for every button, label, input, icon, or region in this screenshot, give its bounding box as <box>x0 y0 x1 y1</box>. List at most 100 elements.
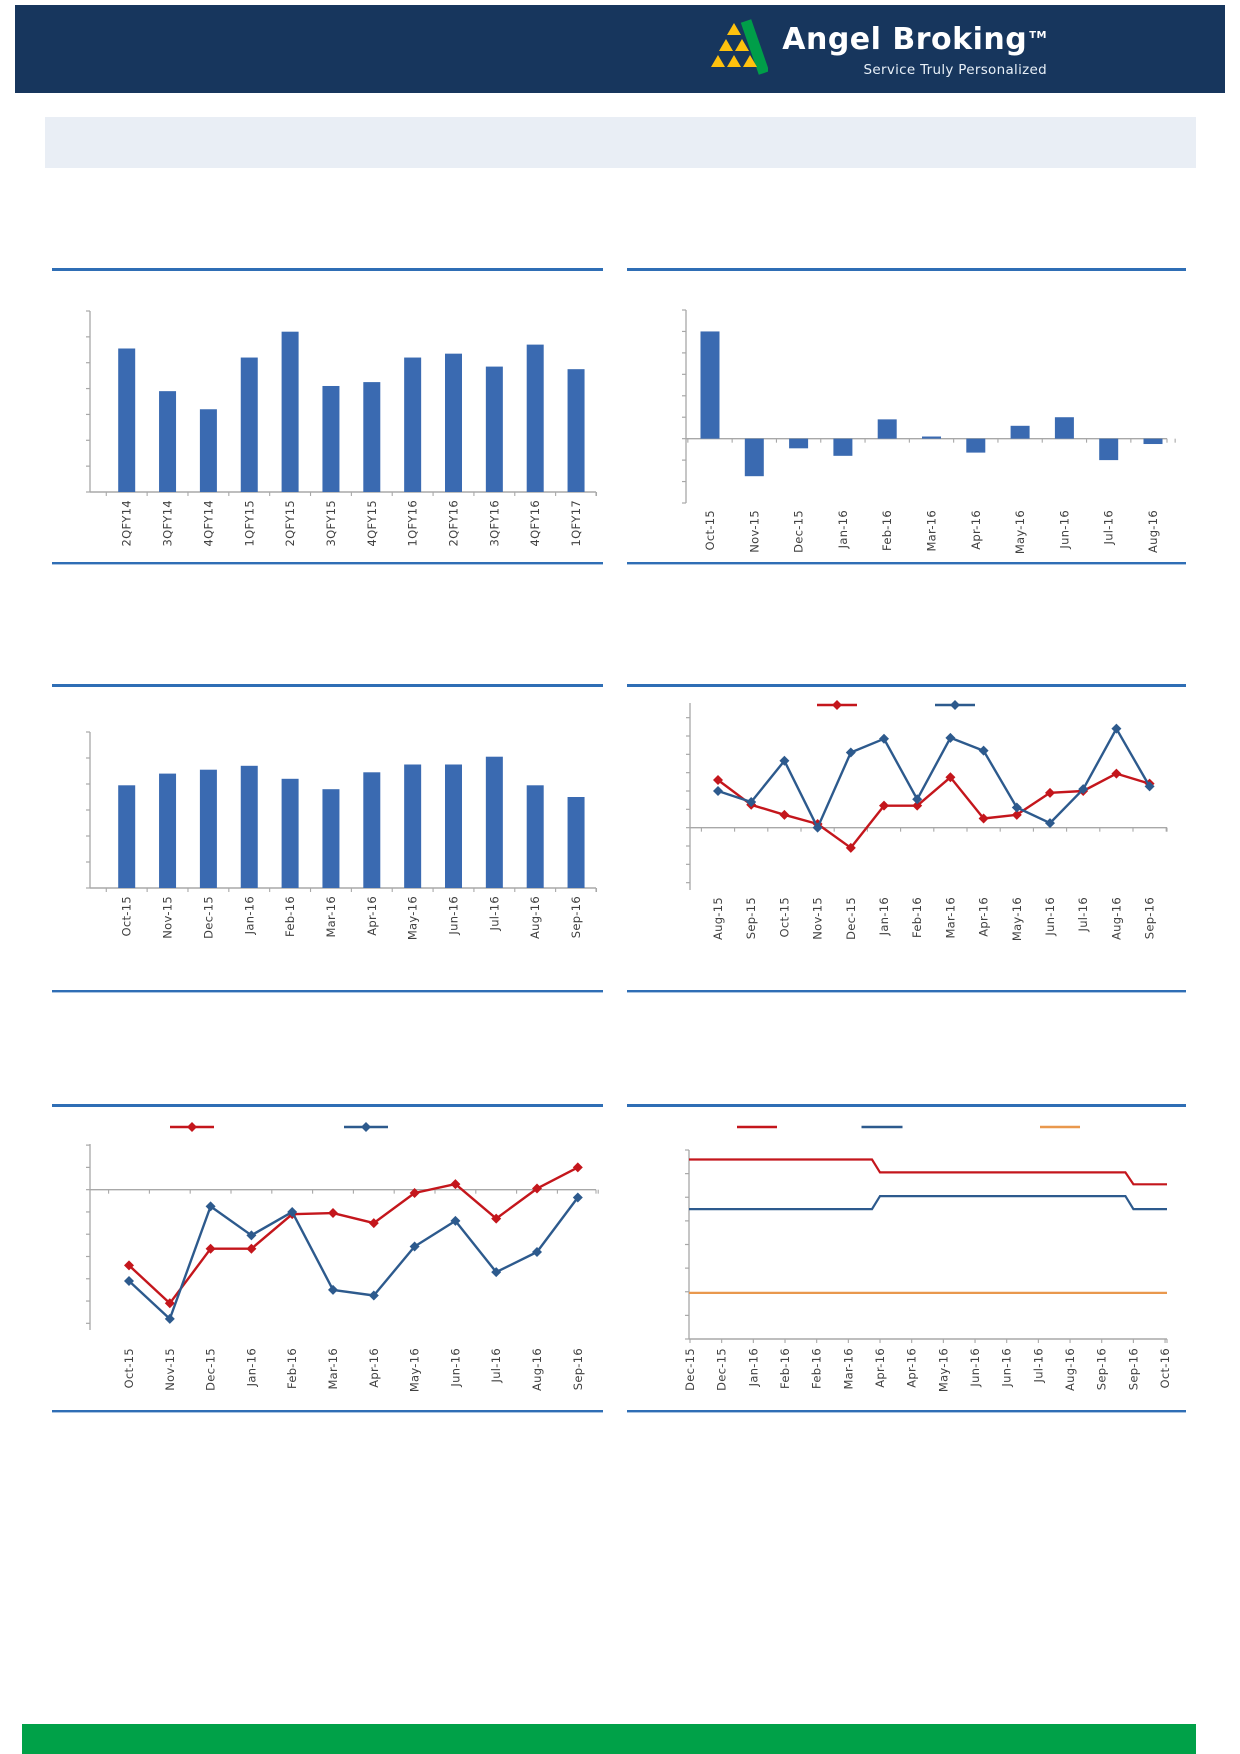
exhibit-title-rule <box>627 268 1186 271</box>
marker-series-blue-Oct-15 <box>779 755 790 766</box>
x-label-May-16: May-16 <box>1013 510 1027 554</box>
marker-series-blue-Jun-16 <box>450 1215 461 1226</box>
marker-series-blue-Jan-16 <box>246 1230 257 1241</box>
marker-series-blue-Jul-16 <box>1078 784 1089 795</box>
x-label-Jun-16: Jun-16 <box>1043 897 1057 937</box>
x-label-Apr-16: Apr-16 <box>905 1348 919 1388</box>
marker-series-red-Jun-16 <box>1045 787 1055 798</box>
x-label-Sep-16: Sep-16 <box>571 1348 585 1390</box>
x-label-Nov-15: Nov-15 <box>811 897 825 940</box>
x-label-Jan-16: Jan-16 <box>746 1348 760 1387</box>
x-label-Jan-16: Jan-16 <box>242 896 256 935</box>
x-label-Jun-16: Jun-16 <box>968 1348 982 1388</box>
marker-series-red-Jan-16 <box>879 800 889 811</box>
marker-series-blue-Aug-16 <box>532 1247 542 1258</box>
bar-Mar-16 <box>322 789 340 888</box>
exhibit-title-rule <box>52 1104 603 1107</box>
x-label-Aug-16: Aug-16 <box>528 896 542 939</box>
x-label-Feb-16: Feb-16 <box>285 1348 299 1389</box>
marker-series-blue-Aug-16 <box>1111 723 1122 734</box>
marker-series-blue-May-16 <box>409 1241 420 1252</box>
marker-series-red-Apr-16 <box>368 1218 379 1229</box>
bar-Oct-15 <box>700 331 720 439</box>
x-label-1QFY15: 1QFY15 <box>242 500 256 546</box>
x-label-Oct-15: Oct-15 <box>703 510 717 550</box>
x-label-Oct-15: Oct-15 <box>122 1348 136 1388</box>
bar-2QFY14 <box>118 348 136 492</box>
x-label-Feb-16: Feb-16 <box>778 1348 792 1389</box>
bar-Dec-15 <box>199 769 217 888</box>
bar-Nov-15 <box>744 438 764 477</box>
marker-series-red-Jun-16 <box>450 1179 461 1190</box>
bar-1QFY16 <box>404 357 422 492</box>
legend-marker-series-blue <box>361 1122 371 1132</box>
marker-series-blue-Aug-15 <box>713 786 723 796</box>
bar-May-16 <box>404 764 422 888</box>
marker-series-red-Apr-16 <box>978 813 989 824</box>
marker-series-red-Aug-16 <box>532 1183 542 1194</box>
x-label-Mar-16: Mar-16 <box>841 1348 855 1390</box>
marker-series-red-May-16 <box>409 1188 420 1199</box>
bar-Jul-16 <box>485 756 503 888</box>
marker-series-red-Feb-16 <box>912 800 923 811</box>
x-label-Oct-16: Oct-16 <box>1158 1348 1172 1388</box>
bar-Jun-16 <box>1054 417 1074 439</box>
marker-series-blue-May-16 <box>1011 802 1022 813</box>
marker-series-red-Mar-16 <box>328 1208 338 1219</box>
marker-series-blue-Sep-16 <box>572 1192 583 1203</box>
x-label-Jun-16: Jun-16 <box>1057 510 1071 550</box>
chart-quarterly-bar: 2QFY14 3QFY14 4QFY14 1QFY15 2QFY15 3QFY15 4QFY… <box>52 268 603 565</box>
marker-series-blue-Feb-16 <box>287 1206 298 1217</box>
exhibit-title-rule <box>52 684 603 687</box>
x-label-1QFY17: 1QFY17 <box>569 500 583 546</box>
x-label-Mar-16: Mar-16 <box>925 510 939 552</box>
marker-series-blue-Jun-16 <box>1045 818 1055 829</box>
x-label-Oct-15: Oct-15 <box>777 897 791 937</box>
x-label-Jul-16: Jul-16 <box>1031 1348 1045 1383</box>
x-label-Jun-16: Jun-16 <box>448 1348 462 1388</box>
legend-marker-series-red <box>187 1122 197 1132</box>
marker-series-blue-Jul-16 <box>491 1267 502 1278</box>
x-label-1QFY16: 1QFY16 <box>406 500 420 546</box>
line-series-red <box>717 772 1150 849</box>
x-label-Dec-15: Dec-15 <box>204 1348 218 1391</box>
brand-name: Angel Broking TM <box>782 22 1047 57</box>
marker-series-red-Dec-15 <box>205 1243 216 1254</box>
marker-series-blue-Dec-15 <box>205 1201 216 1212</box>
marker-series-red-Oct-15 <box>124 1260 134 1271</box>
chart-monthly-change-bar: Oct-15 Nov-15 Dec-15 Jan-16 Feb-16 Mar-16 Apr-… <box>627 268 1186 565</box>
x-label-Aug-15: Aug-15 <box>711 897 725 940</box>
bar-Mar-16 <box>922 436 941 439</box>
bar-4QFY16 <box>526 344 544 492</box>
exhibit-bottom-rule <box>627 990 1186 993</box>
marker-series-blue-Sep-15 <box>746 797 757 807</box>
exhibit-title-rule <box>52 268 603 271</box>
x-label-2QFY15: 2QFY15 <box>283 500 297 546</box>
x-label-3QFY15: 3QFY15 <box>324 500 338 546</box>
legend-marker-series-blue <box>950 700 960 710</box>
bar-Feb-16 <box>877 419 897 439</box>
bar-Aug-16 <box>526 785 544 888</box>
marker-series-blue-Apr-16 <box>978 745 989 756</box>
brand-tagline: Service Truly Personalized <box>863 62 1047 78</box>
x-label-4QFY16: 4QFY16 <box>528 500 542 546</box>
x-label-Jul-16: Jul-16 <box>1076 897 1090 932</box>
bar-1QFY15 <box>240 357 258 492</box>
logo-pyramid-icon <box>710 17 770 81</box>
exhibit-bottom-rule <box>52 562 603 565</box>
line-series-blue <box>689 1195 1167 1211</box>
bar-3QFY16 <box>485 366 503 492</box>
x-label-Sep-15: Sep-15 <box>744 897 758 939</box>
bar-2QFY16 <box>445 353 462 492</box>
x-label-4QFY15: 4QFY15 <box>365 500 379 546</box>
bar-Aug-16 <box>1143 438 1163 445</box>
title-banner <box>45 117 1196 168</box>
marker-series-red-Dec-15 <box>845 842 856 853</box>
marker-series-red-Mar-16 <box>945 772 956 783</box>
exhibit-bottom-rule <box>627 562 1186 565</box>
x-label-Apr-16: Apr-16 <box>977 897 991 937</box>
chart-two-series-line-a: Aug-15 Sep-15 Oct-15 Nov-15 Dec-15 Jan-16 Feb-… <box>627 684 1186 993</box>
bar-2QFY15 <box>281 331 299 492</box>
exhibit-title-rule <box>627 1104 1186 1107</box>
x-label-Jul-16: Jul-16 <box>487 896 501 931</box>
